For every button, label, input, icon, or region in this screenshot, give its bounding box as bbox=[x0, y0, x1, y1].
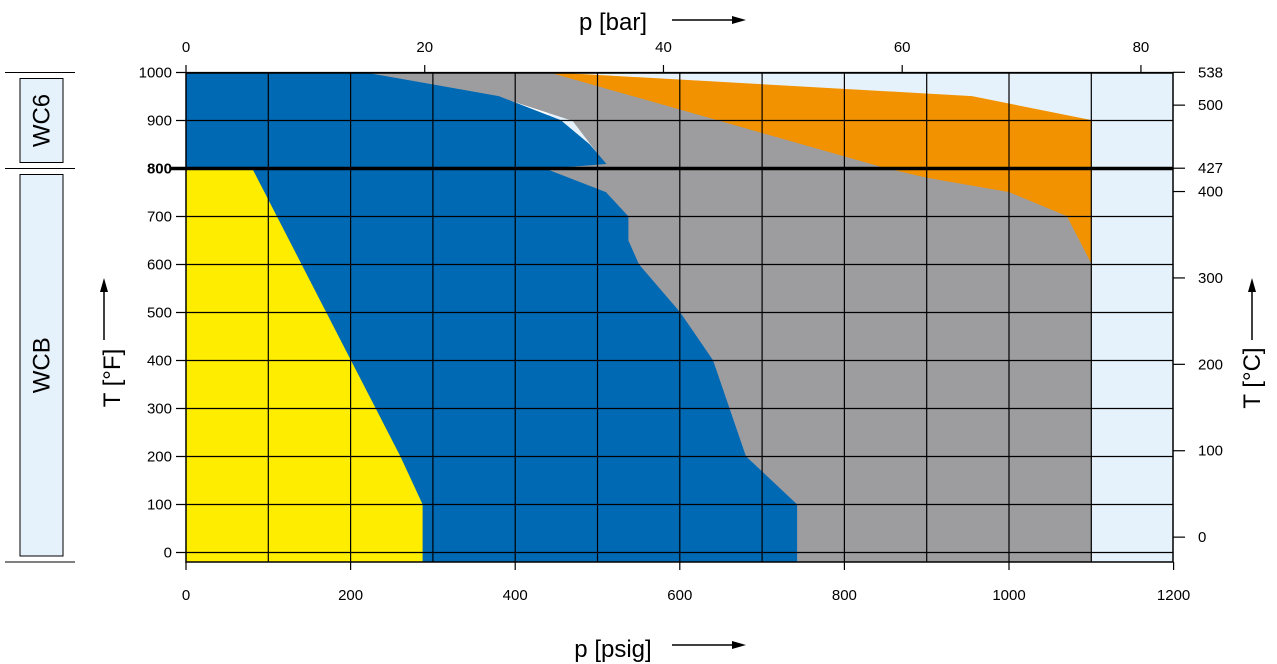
tick-label-psig-600: 600 bbox=[667, 587, 692, 604]
tick-label-f-200: 200 bbox=[147, 449, 172, 466]
tick-label-f-700: 700 bbox=[147, 209, 172, 226]
y-axis-title-c: T [°C] bbox=[1239, 347, 1266, 408]
psig-arrow-head bbox=[732, 641, 746, 649]
tick-label-bar-40: 40 bbox=[655, 39, 672, 56]
tick-label-psig-0: 0 bbox=[182, 587, 190, 604]
tick-label-c-427: 427 bbox=[1198, 160, 1223, 177]
material-label-wc6: WC6 bbox=[29, 94, 56, 147]
tick-label-f-400: 400 bbox=[147, 353, 172, 370]
rating-area-2 bbox=[185, 72, 798, 563]
tick-label-f-1000: 1000 bbox=[139, 65, 172, 82]
material-box-wcb bbox=[19, 174, 64, 557]
tick-label-f-100: 100 bbox=[147, 497, 172, 514]
material-label-wcb: WCB bbox=[29, 337, 56, 393]
tick-label-psig-400: 400 bbox=[503, 587, 528, 604]
tick-label-psig-1200: 1200 bbox=[1157, 587, 1190, 604]
material-boxes: WC6 WCB bbox=[5, 72, 75, 563]
tick-label-c-300: 300 bbox=[1198, 270, 1223, 287]
tick-label-psig-800: 800 bbox=[832, 587, 857, 604]
tick-label-psig-1000: 1000 bbox=[992, 587, 1025, 604]
grid-lines bbox=[176, 71, 1173, 562]
background-region-edge bbox=[1091, 72, 1173, 562]
tick-label-bar-20: 20 bbox=[416, 39, 433, 56]
c-arrow-head bbox=[1248, 278, 1256, 292]
tick-label-f-500: 500 bbox=[147, 305, 172, 322]
tick-label-c-100: 100 bbox=[1198, 443, 1223, 460]
tick-label-c-500: 500 bbox=[1198, 97, 1223, 114]
bar-arrow-head bbox=[732, 16, 746, 24]
tick-label-f-900: 900 bbox=[147, 113, 172, 130]
tick-label-psig-200: 200 bbox=[338, 587, 363, 604]
rating-areas bbox=[185, 72, 1092, 563]
x-axis-title-bar: p [bar] bbox=[579, 9, 647, 36]
tick-label-bar-0: 0 bbox=[182, 39, 190, 56]
tick-label-c-0: 0 bbox=[1198, 529, 1206, 546]
tick-label-f-600: 600 bbox=[147, 257, 172, 274]
tick-label-bar-80: 80 bbox=[1133, 39, 1150, 56]
tick-label-c-200: 200 bbox=[1198, 356, 1223, 373]
f-arrow-head bbox=[100, 278, 108, 292]
tick-label-f-0: 0 bbox=[164, 545, 172, 562]
tick-label-bar-60: 60 bbox=[894, 39, 911, 56]
x-axis-title-psig: p [psig] bbox=[574, 636, 651, 663]
y-axis-title-f: T [°F] bbox=[99, 349, 126, 408]
tick-label-c-400: 400 bbox=[1198, 184, 1223, 201]
tick-label-f-300: 300 bbox=[147, 401, 172, 418]
tick-label-f-800: 800 bbox=[147, 161, 172, 178]
axis-titles: p [bar] p [psig] T [°F] T [°C] bbox=[99, 9, 1266, 663]
material-box-wc6 bbox=[19, 78, 64, 163]
tick-label-c-538: 538 bbox=[1198, 64, 1223, 81]
